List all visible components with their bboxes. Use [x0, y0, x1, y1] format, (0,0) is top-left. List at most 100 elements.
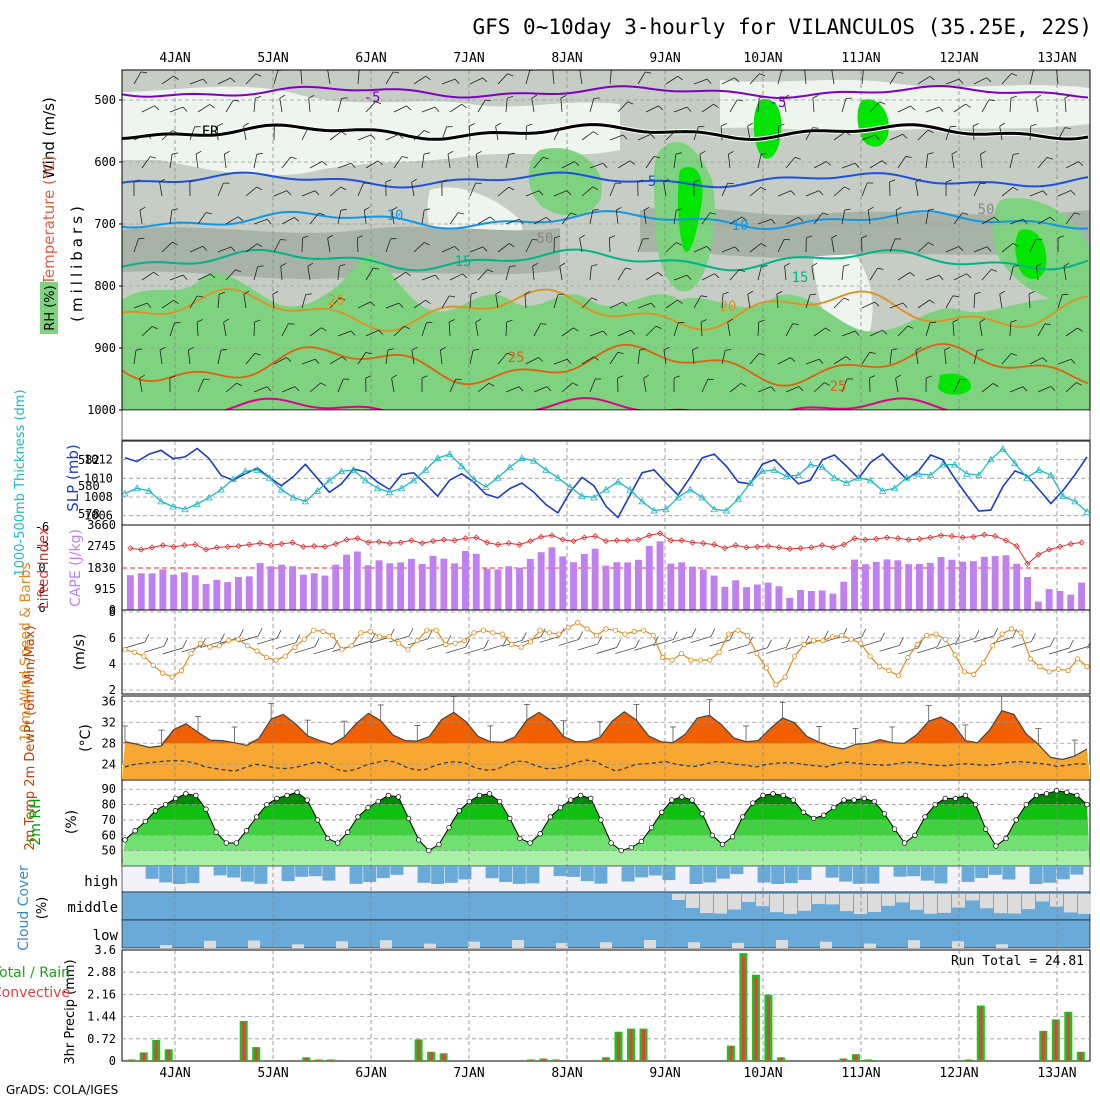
wind-barb-flag	[173, 75, 179, 80]
wind-barb-staff	[925, 106, 940, 113]
li-point	[646, 532, 653, 539]
thickness-point	[1071, 497, 1079, 505]
wind-barb-staff	[841, 378, 848, 393]
wind-barb-flag	[540, 323, 547, 325]
wind-barb-flag	[609, 235, 616, 239]
thickness-line	[124, 447, 1088, 513]
wind-barb-flag	[663, 346, 670, 351]
wind-barb-flag	[579, 234, 585, 239]
wind-barb-staff	[869, 160, 883, 169]
wind-barb-flag	[1010, 95, 1017, 99]
wind-barb-staff	[133, 71, 142, 85]
wind-barb-staff	[1056, 70, 1059, 85]
cape-bar	[462, 551, 469, 610]
thickness-point	[1035, 466, 1043, 473]
rh-point	[233, 840, 240, 846]
wind-speed-point	[895, 673, 902, 679]
wind-speed-point	[688, 657, 694, 663]
wind-barb-staff	[1009, 154, 1014, 169]
high-cloud-block	[281, 866, 295, 882]
rh-tick: 70	[102, 813, 116, 827]
li-point	[138, 546, 145, 553]
surface-barb-flag	[540, 628, 546, 637]
rh-point	[405, 815, 412, 822]
wind-barb-staff	[1029, 125, 1032, 141]
wind-barb-staff	[1065, 327, 1078, 337]
wind-speed-point	[1056, 666, 1062, 672]
y-tick-label: 500	[94, 93, 116, 107]
wind-barb-flag	[393, 71, 400, 74]
wind-barb-flag	[237, 216, 244, 221]
rh-point	[1043, 791, 1050, 797]
wind-barb-staff	[609, 134, 624, 141]
wind-speed-point	[707, 657, 713, 663]
wind-barb-staff	[329, 356, 343, 365]
thickness-point	[470, 475, 478, 482]
wind-barb-flag	[591, 297, 598, 301]
li-point	[927, 534, 934, 541]
wind-barb-staff	[785, 157, 796, 169]
rh-point	[507, 815, 513, 822]
thickness-point	[157, 497, 165, 505]
wind-speed-point	[292, 644, 298, 650]
li-point	[213, 544, 220, 551]
cape-bar	[991, 556, 999, 610]
surface-barb-flag	[672, 631, 678, 640]
cape-bar	[613, 562, 621, 610]
middle-cloud-gap	[1078, 894, 1091, 914]
wind-barb-flag	[692, 346, 698, 351]
wind-speed-point	[556, 631, 562, 637]
surface-barb-flag	[1050, 637, 1055, 647]
precip-y-axis-ticks: 3.62.882.161.440.720	[87, 943, 116, 1068]
wind-barb-flag	[677, 299, 683, 304]
wind-barb-flag	[643, 206, 650, 211]
precip-tick: 0.72	[87, 1032, 116, 1046]
wind-barb-flag	[197, 295, 204, 298]
wind-barb-staff	[141, 326, 153, 337]
wind-barb-staff	[915, 350, 919, 365]
wind-barb-staff	[561, 161, 575, 169]
middle-cloud-gap	[784, 894, 797, 914]
wind-barb-staff	[413, 130, 425, 141]
wind-barb-flag	[714, 273, 720, 279]
li-point	[808, 544, 815, 551]
wind-speed-point	[490, 630, 496, 636]
rh-point	[375, 798, 381, 805]
wind-barb-flag	[1036, 262, 1042, 267]
surface-barb-flag	[427, 630, 433, 639]
surface-barb-staff	[728, 644, 749, 652]
wind-barb-staff	[945, 126, 951, 141]
run-total-label: Run Total = 24.81	[951, 954, 1084, 969]
middle-cloud-gap	[714, 894, 727, 914]
x-label-bottom: 5JAN	[257, 1066, 288, 1081]
wind-barb-flag	[172, 152, 179, 155]
precip-convective-bar	[1041, 1031, 1045, 1061]
wind-speed-point	[329, 632, 336, 639]
wind-barb-flag	[1012, 186, 1019, 191]
cape-bar	[862, 564, 869, 610]
middle-cloud-gap	[980, 894, 993, 909]
wind-barb-flag	[424, 242, 430, 246]
thickness-point	[963, 469, 971, 477]
wind-barb-flag	[140, 71, 147, 74]
li-point	[548, 532, 556, 539]
rh-point	[932, 801, 938, 808]
wind-barb-staff	[475, 154, 479, 169]
cape-bar	[699, 569, 707, 610]
thickness-point	[638, 497, 646, 505]
wind-speed-point	[150, 662, 156, 668]
low-cloud-gap	[996, 944, 1008, 948]
cape-bar	[418, 564, 426, 610]
wind-speed-point	[971, 671, 977, 678]
li-point	[711, 541, 718, 548]
wind-barb-staff	[728, 154, 731, 169]
wind-barb-flag	[831, 234, 837, 239]
surface-barb-staff	[313, 647, 334, 655]
li-point	[970, 533, 977, 540]
low-cloud-gap	[380, 940, 392, 949]
rh-point	[122, 837, 128, 843]
cape-bar	[397, 562, 405, 610]
cape-bar	[235, 577, 242, 610]
li-point	[905, 536, 912, 543]
thickness-point	[566, 483, 574, 490]
